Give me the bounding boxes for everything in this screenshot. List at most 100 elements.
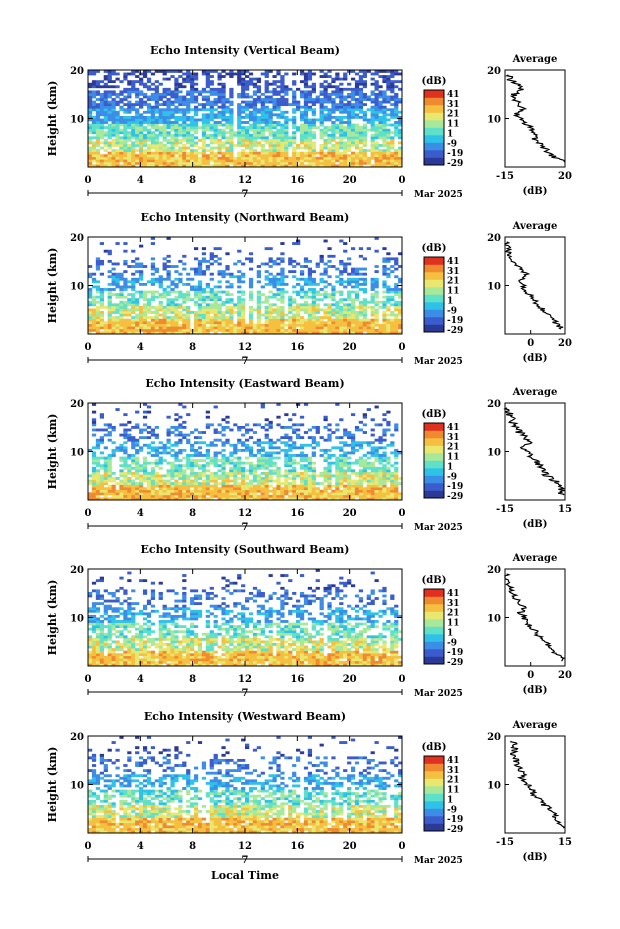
heatmap-cell [146,128,152,132]
heatmap-cell [197,103,203,107]
heatmap-cell [217,87,222,91]
heatmap-cell [331,108,336,112]
heatmap-cell [103,115,108,119]
heatmap-cell [178,280,183,284]
heatmap-cell [260,446,265,450]
heatmap-cell [91,423,97,427]
heatmap-cell [303,98,309,101]
heatmap-cell [260,136,265,140]
heatmap-cell [280,138,285,142]
heatmap-cell [166,328,171,332]
heatmap-cell [339,90,344,94]
heatmap-cell [131,489,136,493]
heatmap-cell [146,110,152,114]
heatmap-cell [91,308,97,312]
heatmap-cell [237,300,242,304]
heatmap-cell [248,487,254,491]
heatmap-cell [307,72,313,76]
heatmap-cell [248,448,254,452]
x-tick-label: 4 [137,342,144,353]
heatmap-cell [170,323,175,327]
heatmap-cell [272,90,277,94]
colorbar-tick-label: -29 [447,326,463,336]
heatmap-cell [292,474,297,478]
heatmap-cell [225,326,230,330]
heatmap-cell [241,487,246,491]
heatmap-cell [339,156,344,160]
heatmap-cell [256,300,261,304]
heatmap-cell [354,159,360,163]
heatmap-cell [268,464,273,468]
heatmap-cell [268,494,273,498]
heatmap-cell [225,138,230,142]
heatmap-cell [166,474,171,478]
heatmap-cell [190,497,195,501]
heatmap-cell [150,87,156,91]
heatmap-cell [272,151,277,155]
heatmap-cell [248,318,254,322]
heatmap-cell [142,295,148,299]
heatmap-cell [201,492,207,496]
heatmap-cell [303,72,309,76]
heatmap-cell [182,118,187,122]
heatmap-cell [237,484,242,488]
heatmap-cell [221,144,226,147]
heatmap-cell [303,277,309,281]
heatmap-cell [245,161,250,165]
heatmap-cell [268,456,273,460]
heatmap-cell [280,113,285,117]
heatmap-cell [127,438,132,442]
heatmap-cell [131,328,136,332]
heatmap-cell [237,326,242,330]
heatmap-cell [225,331,230,335]
heatmap-cell [299,154,305,158]
heatmap-cell [237,95,242,99]
heatmap-cell [398,318,403,322]
heatmap-cell [213,87,218,91]
heatmap-cell [123,311,128,314]
heatmap-cell [229,282,234,286]
heatmap-cell [252,108,258,112]
heatmap-cell [174,131,179,135]
heatmap-cell [241,308,246,312]
heatmap-cell [272,98,277,101]
heatmap-cell [398,128,403,132]
heatmap-cell [131,479,136,483]
heatmap-cell [115,149,120,152]
heatmap-cell [370,90,375,94]
heatmap-cell [272,146,277,150]
heatmap-cell [142,423,148,427]
heatmap-cell [237,80,242,84]
heatmap-cell [256,303,261,307]
heatmap-cell [303,121,309,124]
heatmap-cell [311,156,316,160]
heatmap-cell [350,154,356,158]
heatmap-cell [327,161,332,165]
heatmap-cell [272,311,277,314]
heatmap-cell [217,164,222,168]
heatmap-cell [209,479,214,483]
heatmap-cell [135,115,140,119]
heatmap-cell [154,105,159,109]
heatmap-cell [142,321,148,325]
heatmap-cell [190,461,195,465]
heatmap-cell [256,131,261,135]
heatmap-cell [260,121,265,124]
heatmap-cell [315,118,320,122]
heatmap-cell [390,298,395,302]
heatmap-cell [339,100,344,104]
heatmap-cell [95,428,101,432]
heatmap-cell [331,308,336,312]
heatmap-cell [280,326,285,330]
heatmap-cell [394,300,399,304]
heatmap-cell [292,471,297,475]
heatmap-cell [162,484,167,488]
heatmap-cell [182,494,187,498]
heatmap-cell [131,494,136,498]
heatmap-cell [182,110,187,114]
heatmap-cell [193,448,199,452]
heatmap-cell [307,290,313,294]
heatmap-cell [131,105,136,109]
heatmap-cell [339,141,344,145]
heatmap-cell [178,82,183,86]
